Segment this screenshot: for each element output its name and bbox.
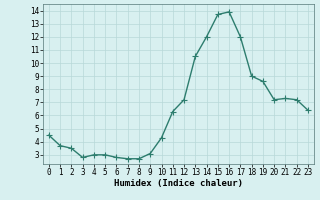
X-axis label: Humidex (Indice chaleur): Humidex (Indice chaleur) bbox=[114, 179, 243, 188]
